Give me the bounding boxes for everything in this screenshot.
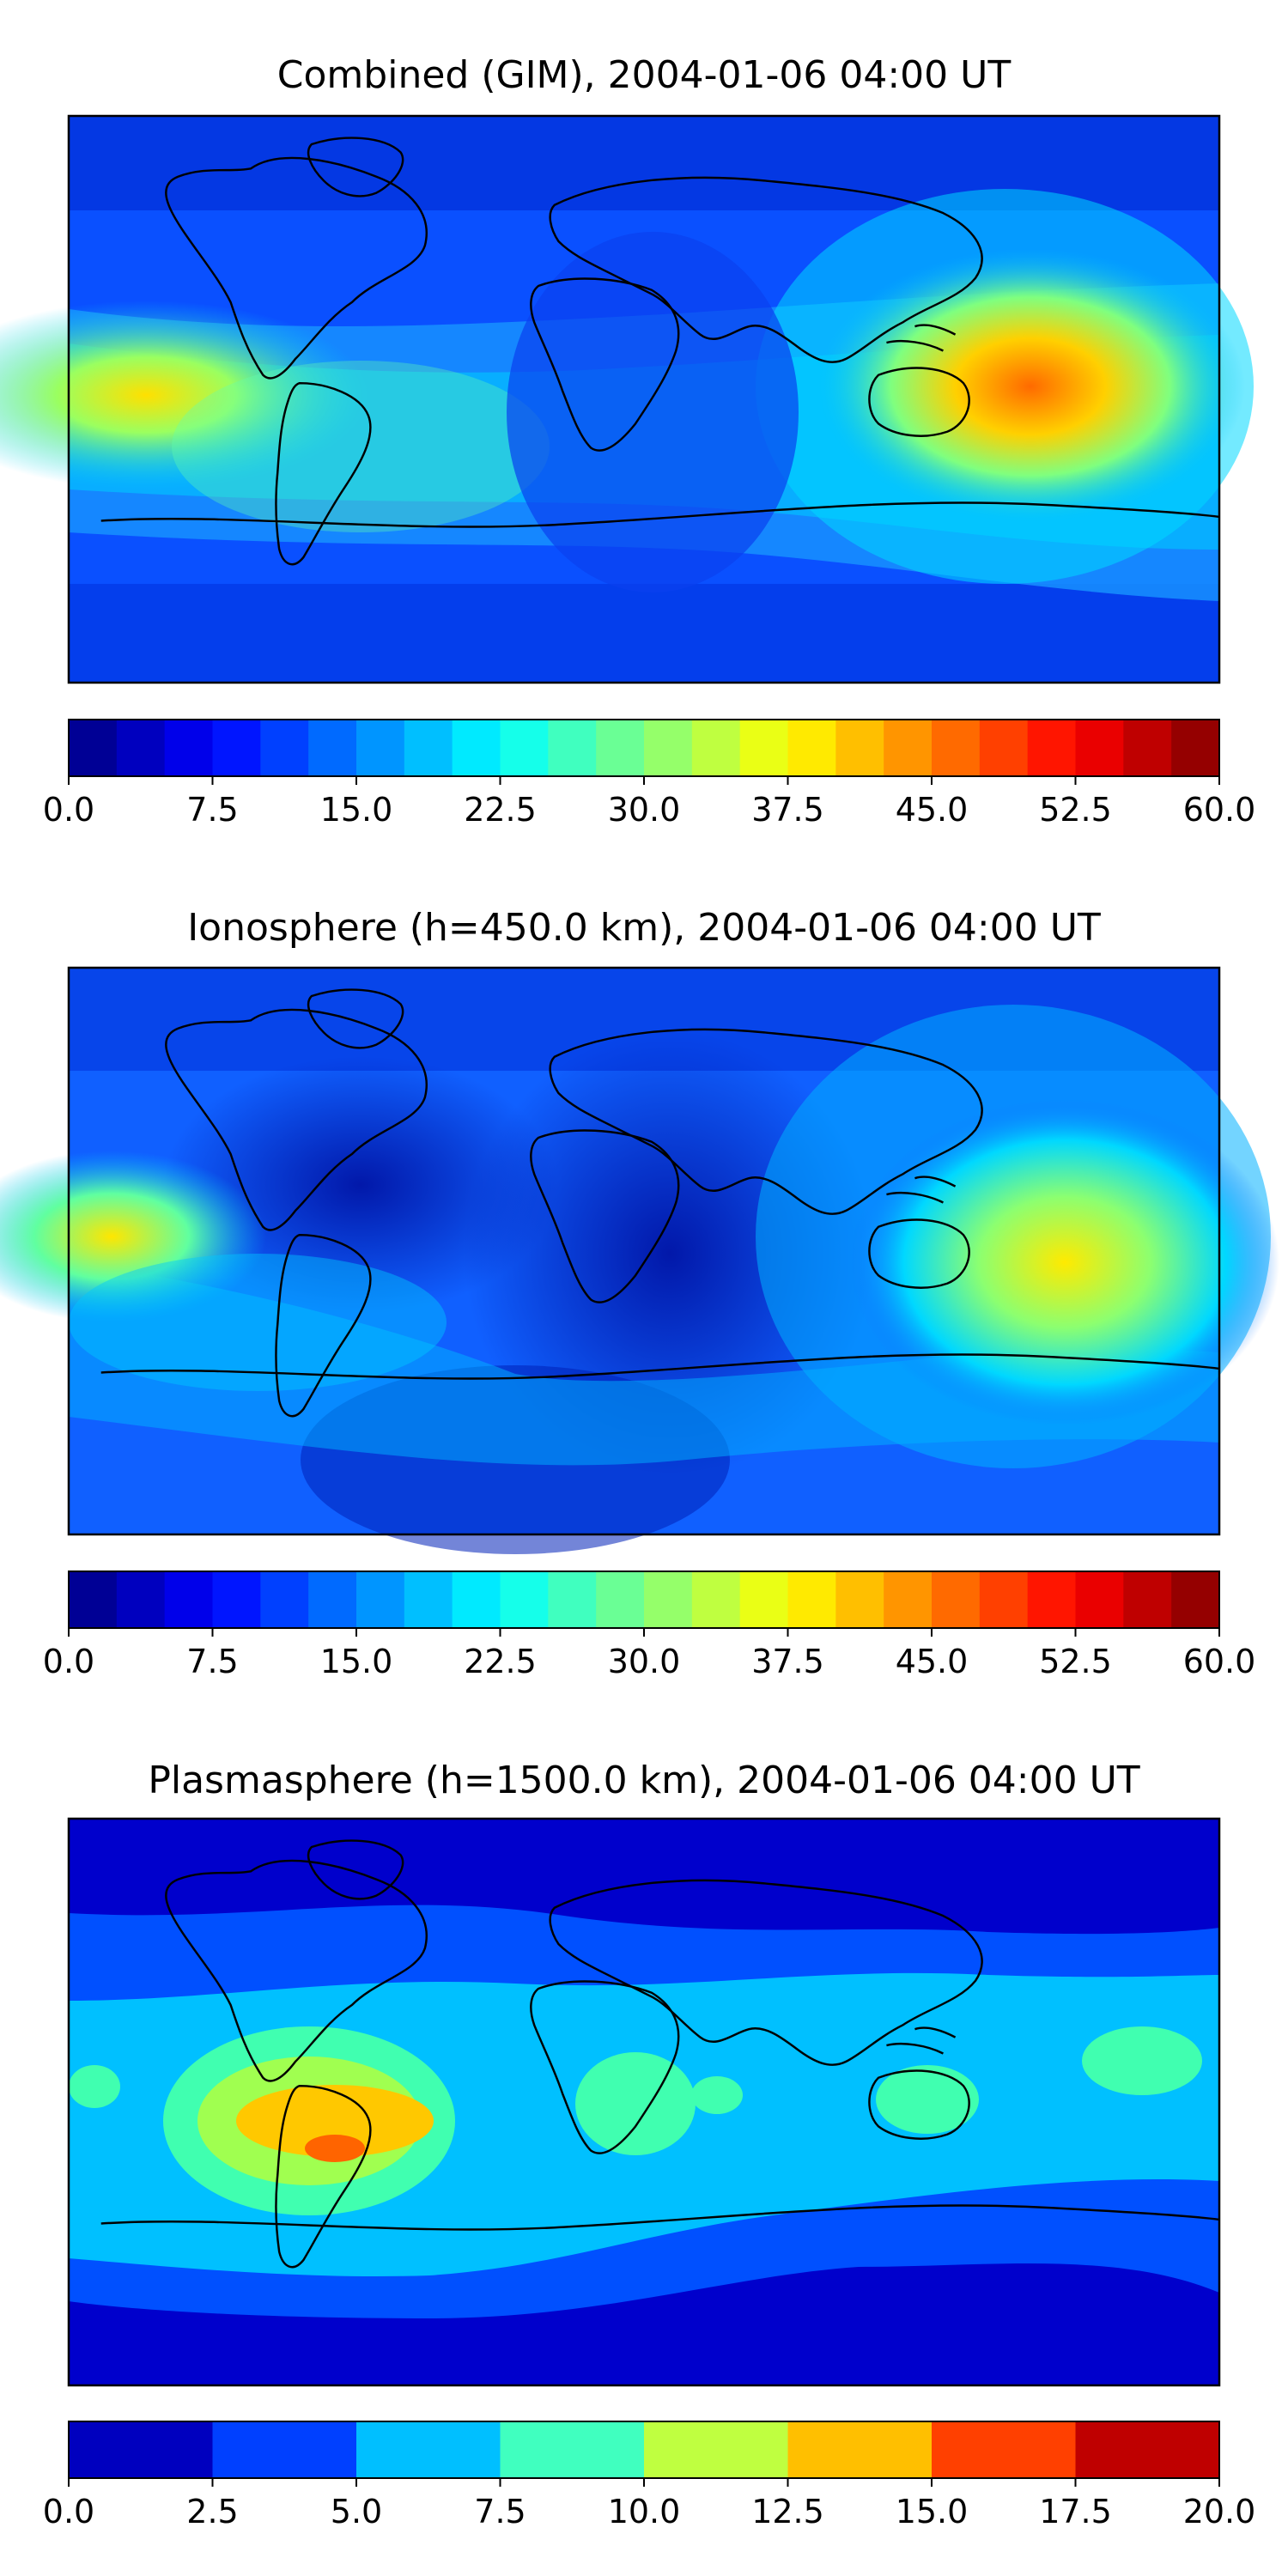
colorbar-combined-swatch xyxy=(164,720,214,776)
colorbar-ionosphere-swatch xyxy=(1027,1571,1077,1628)
colorbar-combined-tick-label: 22.5 xyxy=(464,791,537,829)
colorbar-combined: 0.0 7.5 15.0 22.5 30.0 37.5 45.0 52.5 60.0 xyxy=(43,719,1256,829)
colorbar-ionosphere-swatch xyxy=(884,1571,933,1628)
colorbar-ionosphere-swatch xyxy=(1075,1571,1124,1628)
colorbar-plasmasphere-swatch xyxy=(500,2421,645,2478)
colorbar-ionosphere-swatch xyxy=(500,1571,549,1628)
colorbar-ionosphere-tick-label: 15.0 xyxy=(320,1643,393,1680)
colorbar-combined-swatch xyxy=(404,720,453,776)
colorbar-ionosphere-swatch xyxy=(116,1571,166,1628)
colorbar-combined-swatch xyxy=(596,720,645,776)
colorbar-plasmasphere-tick-label: 12.5 xyxy=(751,2493,824,2530)
colorbar-combined-tick-label: 60.0 xyxy=(1183,791,1256,829)
colorbar-plasmasphere-tick-label: 5.0 xyxy=(331,2493,382,2530)
colorbar-plasmasphere-swatch xyxy=(69,2421,214,2478)
colorbar-ionosphere-swatch xyxy=(835,1571,884,1628)
colorbar-combined-swatch xyxy=(691,720,741,776)
colorbar-combined-swatch xyxy=(500,720,549,776)
colorbar-combined-swatch xyxy=(787,720,836,776)
colorbar-plasmasphere: 0.0 2.5 5.0 7.5 10.0 12.5 15.0 17.5 20.0 xyxy=(43,2421,1256,2530)
colorbar-combined-swatch xyxy=(932,720,981,776)
colorbar-ionosphere-swatch xyxy=(69,1571,118,1628)
colorbar-combined-swatch xyxy=(1075,720,1124,776)
colorbar-ionosphere-tick-label: 7.5 xyxy=(186,1643,238,1680)
colorbar-ionosphere-swatch xyxy=(739,1571,789,1628)
colorbar-combined-swatch xyxy=(452,720,501,776)
colorbar-ionosphere-swatch xyxy=(308,1571,357,1628)
colorbar-plasmasphere-tick-label: 7.5 xyxy=(474,2493,526,2530)
colorbar-combined-tick-label: 7.5 xyxy=(186,791,238,829)
panel-title-plasmasphere: Plasmasphere (h=1500.0 km), 2004-01-06 0… xyxy=(148,1759,1140,1802)
colorbar-combined-swatch xyxy=(116,720,166,776)
colorbar-combined-swatch xyxy=(979,720,1029,776)
colorbar-ionosphere-tick-label: 0.0 xyxy=(43,1643,94,1680)
colorbar-ionosphere-tick-label: 37.5 xyxy=(751,1643,824,1680)
colorbar-combined-swatch xyxy=(884,720,933,776)
panel-title-ionosphere: Ionosphere (h=450.0 km), 2004-01-06 04:0… xyxy=(187,906,1101,950)
colorbar-combined-tick-label: 15.0 xyxy=(320,791,393,829)
colorbar-ionosphere-swatch xyxy=(1123,1571,1172,1628)
colorbar-combined-tick-label: 52.5 xyxy=(1039,791,1112,829)
colorbar-ionosphere-swatch xyxy=(452,1571,501,1628)
colorbar-plasmasphere-swatch xyxy=(932,2421,1077,2478)
colorbar-ionosphere-swatch xyxy=(932,1571,981,1628)
colorbar-ionosphere-tick-label: 52.5 xyxy=(1039,1643,1112,1680)
colorbar-plasmasphere-swatch xyxy=(212,2421,357,2478)
colorbar-ionosphere-tick-label: 45.0 xyxy=(896,1643,969,1680)
panel-title-combined: Combined (GIM), 2004-01-06 04:00 UT xyxy=(276,53,1012,97)
colorbar-plasmasphere-tick-label: 0.0 xyxy=(43,2493,94,2530)
colorbar-plasmasphere-tick-label: 20.0 xyxy=(1183,2493,1256,2530)
colorbar-plasmasphere-swatch xyxy=(1075,2421,1220,2478)
colorbar-ionosphere-swatch xyxy=(1171,1571,1220,1628)
colorbar-combined-tick-label: 30.0 xyxy=(608,791,681,829)
map-ionosphere xyxy=(0,966,1279,1554)
colorbar-combined-swatch xyxy=(1171,720,1220,776)
colorbar-plasmasphere-tick-label: 15.0 xyxy=(896,2493,969,2530)
colorbar-plasmasphere-tick-label: 10.0 xyxy=(608,2493,681,2530)
colorbar-combined-swatch xyxy=(835,720,884,776)
colorbar-ionosphere-swatch xyxy=(979,1571,1029,1628)
colorbar-ionosphere-tick-label: 30.0 xyxy=(608,1643,681,1680)
colorbar-ionosphere-swatch xyxy=(260,1571,309,1628)
colorbar-combined-swatch xyxy=(1123,720,1172,776)
colorbar-combined-tick-label: 45.0 xyxy=(896,791,969,829)
colorbar-ionosphere-tick-label: 60.0 xyxy=(1183,1643,1256,1680)
colorbar-ionosphere-swatch xyxy=(404,1571,453,1628)
colorbar-ionosphere-swatch xyxy=(644,1571,693,1628)
colorbar-combined-swatch xyxy=(212,720,261,776)
colorbar-ionosphere-swatch xyxy=(212,1571,261,1628)
colorbar-combined-swatch xyxy=(308,720,357,776)
colorbar-plasmasphere-tick-label: 2.5 xyxy=(186,2493,238,2530)
colorbar-ionosphere-swatch xyxy=(164,1571,214,1628)
colorbar-plasmasphere-swatch xyxy=(787,2421,933,2478)
colorbar-combined-swatch xyxy=(644,720,693,776)
colorbar-combined-swatch xyxy=(69,720,118,776)
colorbar-ionosphere-swatch xyxy=(548,1571,597,1628)
colorbar-ionosphere-swatch xyxy=(356,1571,405,1628)
colorbar-plasmasphere-tick-label: 17.5 xyxy=(1039,2493,1112,2530)
colorbar-combined-tick-label: 37.5 xyxy=(751,791,824,829)
colorbar-combined-swatch xyxy=(548,720,597,776)
colorbar-plasmasphere-swatch xyxy=(644,2421,789,2478)
colorbar-plasmasphere-swatch xyxy=(356,2421,501,2478)
colorbar-combined-tick-label: 0.0 xyxy=(43,791,94,829)
map-combined xyxy=(0,114,1254,684)
colorbar-ionosphere-tick-label: 22.5 xyxy=(464,1643,537,1680)
colorbar-ionosphere-swatch xyxy=(787,1571,836,1628)
colorbar-ionosphere-swatch xyxy=(691,1571,741,1628)
colorbar-combined-swatch xyxy=(260,720,309,776)
colorbar-combined-swatch xyxy=(1027,720,1077,776)
map-plasmasphere xyxy=(67,1817,1221,2387)
colorbar-ionosphere: 0.0 7.5 15.0 22.5 30.0 37.5 45.0 52.5 60.0 xyxy=(43,1571,1256,1680)
colorbar-ionosphere-swatch xyxy=(596,1571,645,1628)
colorbar-combined-swatch xyxy=(739,720,789,776)
colorbar-combined-swatch xyxy=(356,720,405,776)
